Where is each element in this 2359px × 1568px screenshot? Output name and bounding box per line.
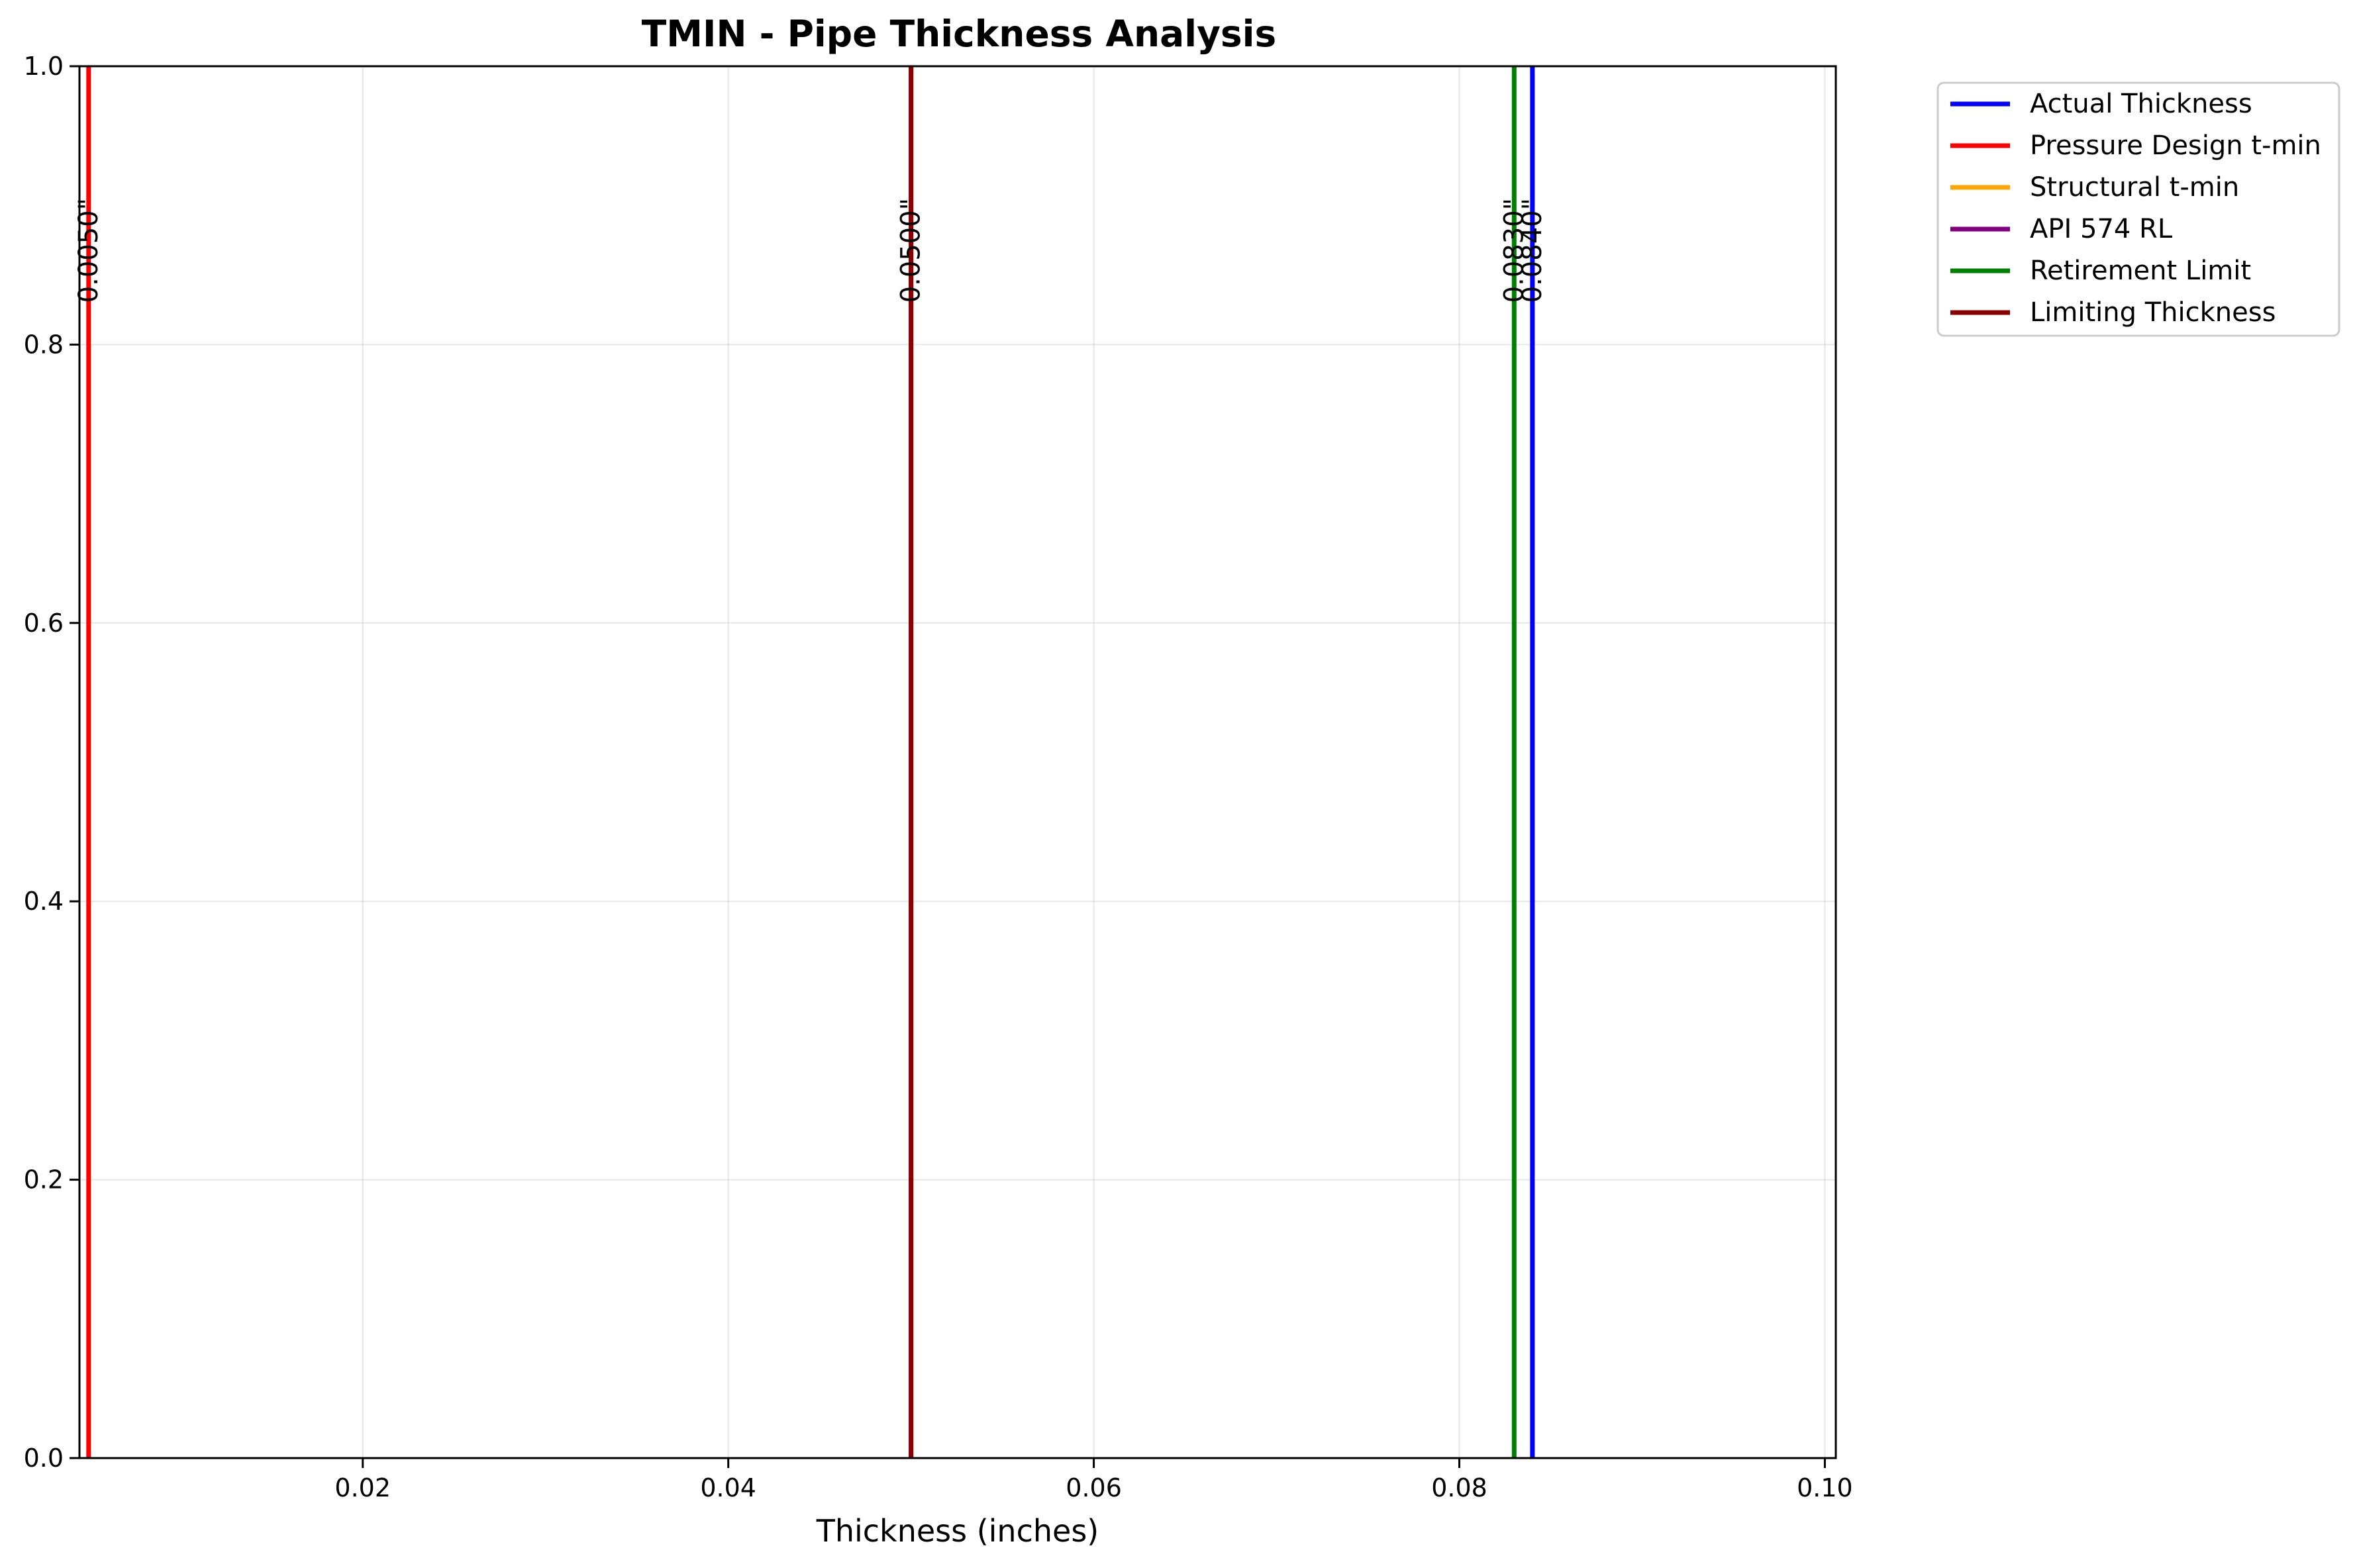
legend-label: Structural t-min: [2030, 172, 2239, 203]
legend-label: API 574 RL: [2030, 214, 2173, 244]
legend-label: Retirement Limit: [2030, 256, 2251, 286]
chart-title: TMIN - Pipe Thickness Analysis: [642, 13, 1277, 55]
plot-frame: [78, 65, 1837, 1459]
value-annotation: 0.0830": [1499, 198, 1529, 303]
y-tick-label: 0.2: [24, 1165, 64, 1195]
annotations: 0.0050" 0.0500" 0.0830"0.0840": [74, 198, 1548, 303]
x-tick-label: 0.08: [1431, 1473, 1487, 1502]
legend-label: Pressure Design t-min: [2030, 130, 2321, 161]
value-annotation: 0.0840": [1517, 198, 1548, 303]
x-tick-label: 0.02: [334, 1473, 391, 1502]
value-annotation: 0.0050": [74, 198, 104, 303]
legend-label: Actual Thickness: [2030, 89, 2252, 119]
axes: 0.02 0.04 0.06 0.08 0.10 0.0 0.2 0.4 0.6 0.8 1.0: [24, 52, 1853, 1502]
y-tick-label: 1.0: [24, 52, 64, 81]
x-tick-label: 0.06: [1066, 1473, 1122, 1502]
value-annotation: 0.0500": [896, 198, 927, 303]
legend: Actual Thickness Pressure Design t-min Str…: [1936, 81, 2340, 337]
x-axis-label: Thickness (inches): [816, 1513, 1099, 1549]
x-tick-label: 0.10: [1797, 1473, 1853, 1502]
y-tick-label: 0.6: [24, 609, 64, 638]
y-tick-label: 0.4: [24, 887, 64, 916]
x-tick-label: 0.04: [700, 1473, 756, 1502]
legend-label: Limiting Thickness: [2030, 297, 2276, 328]
legend-frame: [1936, 81, 2340, 337]
y-tick-label: 0.8: [24, 330, 64, 359]
y-tick-label: 0.0: [24, 1444, 64, 1473]
series-lines: [86, 66, 1535, 1458]
